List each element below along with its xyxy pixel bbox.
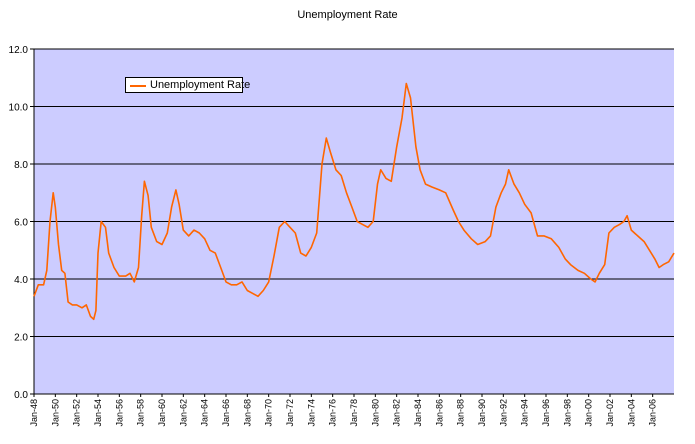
x-tick-label: Jan-80	[370, 399, 380, 427]
x-tick-label: Jan-86	[434, 399, 444, 427]
legend-label: Unemployment Rate	[150, 79, 251, 91]
x-tick-label: Jan-72	[285, 399, 295, 427]
x-tick-label: Jan-68	[242, 399, 252, 427]
x-tick-label: Jan-54	[93, 399, 103, 427]
y-tick-label: 10.0	[9, 103, 29, 114]
x-tick-label: Jan-02	[605, 399, 615, 427]
x-tick-label: Jan-48	[29, 399, 39, 427]
x-tick-label: Jan-94	[520, 399, 530, 427]
x-tick-label: Jan-90	[477, 399, 487, 427]
x-tick-label: Jan-50	[50, 399, 60, 427]
x-tick-label: Jan-70	[264, 399, 274, 427]
x-tick-label: Jan-64	[200, 399, 210, 427]
x-tick-label: Jan-82	[392, 399, 402, 427]
x-tick-label: Jan-04	[626, 399, 636, 427]
x-tick-label: Jan-96	[541, 399, 551, 427]
y-tick-label: 6.0	[14, 218, 28, 229]
legend: Unemployment Rate	[125, 77, 250, 93]
x-tick-label: Jan-52	[72, 399, 82, 427]
y-tick-label: 4.0	[14, 275, 28, 286]
y-tick-label: 12.0	[9, 45, 29, 56]
x-tick-label: Jan-92	[498, 399, 508, 427]
x-tick-label: Jan-98	[562, 399, 572, 427]
x-tick-label: Jan-58	[136, 399, 146, 427]
x-tick-label: Jan-84	[413, 399, 423, 427]
x-tick-label: Jan-06	[648, 399, 658, 427]
x-tick-label: Jan-76	[328, 399, 338, 427]
chart-title: Unemployment Rate	[297, 9, 398, 21]
y-tick-label: 2.0	[14, 333, 28, 344]
x-tick-label: Jan-78	[349, 399, 359, 427]
x-tick-label: Jan-74	[306, 399, 316, 427]
y-tick-label: 0.0	[14, 390, 28, 401]
x-tick-label: Jan-62	[178, 399, 188, 427]
x-tick-label: Jan-56	[114, 399, 124, 427]
legend-swatch	[130, 85, 146, 87]
x-tick-label: Jan-60	[157, 399, 167, 427]
x-tick-label: Jan-66	[221, 399, 231, 427]
series-line	[33, 82, 675, 321]
x-tick-label: Jan-88	[456, 399, 466, 427]
x-tick-label: Jan-00	[584, 399, 594, 427]
y-tick-label: 8.0	[14, 160, 28, 171]
